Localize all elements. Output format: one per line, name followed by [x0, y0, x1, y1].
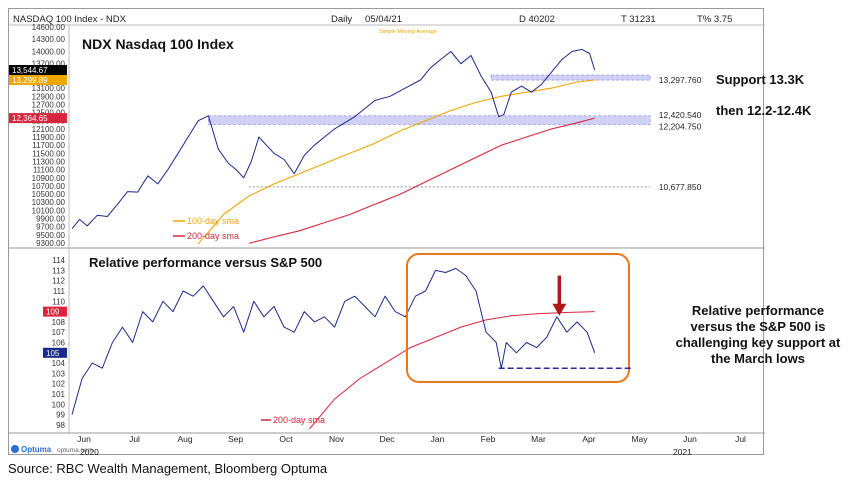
- x-month-label: May: [631, 434, 648, 444]
- level-label: 12,420.540: [659, 110, 702, 120]
- x-month-label: Jun: [77, 434, 91, 444]
- x-month-label: Jan: [431, 434, 445, 444]
- header-t-pct: T% 3.75: [697, 14, 732, 25]
- upper-ytick-label: 11300.00: [32, 157, 65, 166]
- upper-price-tag: [9, 74, 67, 85]
- upper-ytick-label: 11700.00: [32, 141, 65, 150]
- ndx-price-line: [71, 48, 596, 230]
- upper-ytick-label: 10100.00: [32, 206, 66, 215]
- down-arrow-head: [552, 303, 567, 316]
- upper-ytick-label: 13700.00: [32, 60, 66, 69]
- lower-ytick-label: 111: [53, 287, 66, 296]
- lower-price-tag: [43, 306, 67, 317]
- chart-svg: NASDAQ 100 Index - NDX Daily 05/04/21 D 402…: [9, 14, 765, 456]
- relative-performance-line: [71, 267, 596, 415]
- lower-ytick-label: 102: [52, 380, 66, 389]
- header-d-value: D 40202: [519, 14, 555, 25]
- x-month-label: Mar: [531, 434, 546, 444]
- lower-ytick-label: 110: [52, 297, 65, 306]
- upper-title: NDX Nasdaq 100 Index: [82, 36, 234, 52]
- lower-ytick-label: 100: [52, 400, 66, 409]
- lower-ytick-label: 106: [52, 339, 66, 348]
- upper-ytick-label: 9300.00: [36, 239, 65, 248]
- support-annotation: Support 13.3K: [716, 72, 805, 87]
- upper-price-tag-label: 13,544.67: [12, 66, 48, 75]
- then-annotation: then 12.2-12.4K: [716, 103, 812, 118]
- upper-ytick-label: 12500.00: [32, 109, 66, 118]
- chart-frame: NASDAQ 100 Index - NDX Daily 05/04/21 D 402…: [8, 8, 765, 456]
- sma200-line-lower: [309, 311, 595, 430]
- source-note: Source: RBC Wealth Management, Bloomberg…: [8, 461, 328, 476]
- sma100-line: [197, 79, 595, 245]
- upper-ytick-label: 9700.00: [36, 223, 65, 232]
- header-symbol: NASDAQ 100 Index - NDX: [13, 14, 127, 25]
- lower-ytick-label: 98: [56, 421, 65, 430]
- optuma-logo-text: Optuma: [21, 445, 52, 454]
- upper-ytick-label: 10300.00: [32, 198, 66, 207]
- lower-ytick-label: 108: [52, 318, 66, 327]
- x-year-label: 2021: [673, 447, 692, 456]
- lower-ytick-label: 107: [52, 328, 66, 337]
- sma200-line-upper: [248, 117, 595, 244]
- upper-ytick-label: 11500.00: [32, 149, 65, 158]
- lower-ytick-label: 99: [56, 411, 65, 420]
- upper-ytick-label: 14300.00: [32, 35, 66, 44]
- sma100-legend-label: 100-day sma: [187, 216, 239, 226]
- header-t-value: T 31231: [621, 14, 656, 25]
- optuma-url: optuma.com: [57, 447, 93, 454]
- x-month-label: Jul: [735, 434, 746, 444]
- lower-ytick-label: 103: [52, 369, 66, 378]
- rel-perf-annotation: Relative performance versus the S&P 500 …: [675, 303, 841, 366]
- level-label: 12,204.750: [659, 122, 702, 132]
- upper-ytick-label: 11100.00: [33, 166, 66, 175]
- header-date: 05/04/21: [365, 14, 402, 25]
- x-month-label: Apr: [582, 434, 595, 444]
- support-band: [208, 115, 651, 125]
- lower-price-tag: [43, 347, 67, 358]
- x-month-label: Dec: [379, 434, 395, 444]
- optuma-logo-icon: [11, 445, 19, 453]
- x-month-label: Oct: [279, 434, 293, 444]
- upper-ytick-label: 10500.00: [32, 190, 66, 199]
- upper-price-tag: [9, 65, 67, 76]
- level-label: 13,297.760: [659, 75, 702, 85]
- upper-ytick-label: 13100.00: [32, 84, 66, 93]
- lower-ytick-label: 114: [52, 256, 65, 265]
- lower-price-tag-label: 109: [46, 308, 60, 317]
- upper-price-tag: [9, 113, 67, 124]
- lower-ytick-label: 112: [52, 277, 65, 286]
- x-month-label: Aug: [177, 434, 192, 444]
- lower-ytick-label: 101: [52, 390, 66, 399]
- lower-price-tag-label: 105: [46, 349, 60, 358]
- legend-small-label: Simple Moving Average: [379, 29, 437, 35]
- sma200-legend-label: 200-day sma: [187, 231, 239, 241]
- lower-ytick-label: 113: [52, 266, 65, 275]
- lower-sma200-legend-label: 200-day sma: [273, 415, 325, 425]
- upper-ytick-label: 12700.00: [32, 100, 66, 109]
- highlight-box: [406, 253, 630, 383]
- lower-title: Relative performance versus S&P 500: [89, 255, 322, 270]
- lower-ytick-label: 104: [52, 359, 66, 368]
- upper-ytick-label: 9900.00: [36, 215, 65, 224]
- upper-price-tag-label: 12,364.65: [12, 114, 48, 123]
- upper-ytick-label: 11900.00: [32, 133, 65, 142]
- level-label: 10,677.850: [659, 182, 702, 192]
- upper-ytick-label: 9500.00: [36, 231, 65, 240]
- upper-ytick-label: 10900.00: [32, 174, 66, 183]
- upper-ytick-label: 14600.00: [32, 23, 66, 32]
- upper-ytick-label: 12100.00: [32, 125, 66, 134]
- upper-price-tag-label: 13,299.89: [12, 76, 48, 85]
- x-month-label: Sep: [228, 434, 243, 444]
- x-month-label: Jun: [683, 434, 697, 444]
- upper-ytick-label: 12900.00: [32, 92, 66, 101]
- x-year-label: 2020: [80, 447, 99, 456]
- x-month-label: Jul: [129, 434, 140, 444]
- header-period: Daily: [331, 14, 352, 25]
- upper-ytick-label: 14000.00: [32, 47, 66, 56]
- upper-ytick-label: 10700.00: [32, 182, 66, 191]
- x-month-label: Feb: [481, 434, 496, 444]
- support-band: [490, 74, 651, 81]
- x-month-label: Nov: [329, 434, 345, 444]
